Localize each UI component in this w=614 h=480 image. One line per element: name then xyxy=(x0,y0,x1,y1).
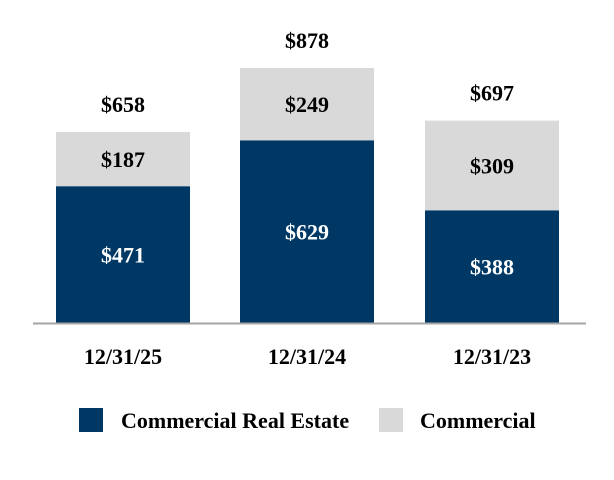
category-label-0: 12/31/25 xyxy=(84,344,162,369)
segment-labels-group: $471 $187 $629 $249 $388 $309 xyxy=(101,92,514,280)
bar-commercial-real-estate-1 xyxy=(240,140,374,323)
bars-group xyxy=(56,68,559,323)
bar-commercial-real-estate-0 xyxy=(56,186,190,323)
legend-label-commercial-real-estate: Commercial Real Estate xyxy=(121,408,349,433)
segment-label-1-2: $309 xyxy=(470,153,514,178)
category-label-2: 12/31/23 xyxy=(453,344,531,369)
legend-swatch-commercial xyxy=(379,408,403,432)
bar-commercial-2 xyxy=(425,120,559,211)
segment-label-0-1: $629 xyxy=(285,220,329,245)
total-label-2: $697 xyxy=(470,81,514,106)
segment-label-0-0: $471 xyxy=(101,243,145,268)
segment-label-1-1: $249 xyxy=(285,92,329,117)
category-labels-group: 12/31/25 12/31/24 12/31/23 xyxy=(84,344,531,369)
category-label-1: 12/31/24 xyxy=(268,344,346,369)
segment-label-0-2: $388 xyxy=(470,255,514,280)
legend: Commercial Real Estate Commercial xyxy=(79,408,536,433)
total-label-1: $878 xyxy=(285,28,329,53)
bar-commercial-1 xyxy=(240,68,374,141)
total-label-0: $658 xyxy=(101,92,145,117)
total-labels-group: $658 $878 $697 xyxy=(101,28,514,117)
bar-commercial-0 xyxy=(56,131,190,187)
segment-label-1-0: $187 xyxy=(101,147,145,172)
bar-commercial-real-estate-2 xyxy=(425,210,559,323)
legend-swatch-commercial-real-estate xyxy=(79,408,103,432)
legend-label-commercial: Commercial xyxy=(420,408,536,433)
